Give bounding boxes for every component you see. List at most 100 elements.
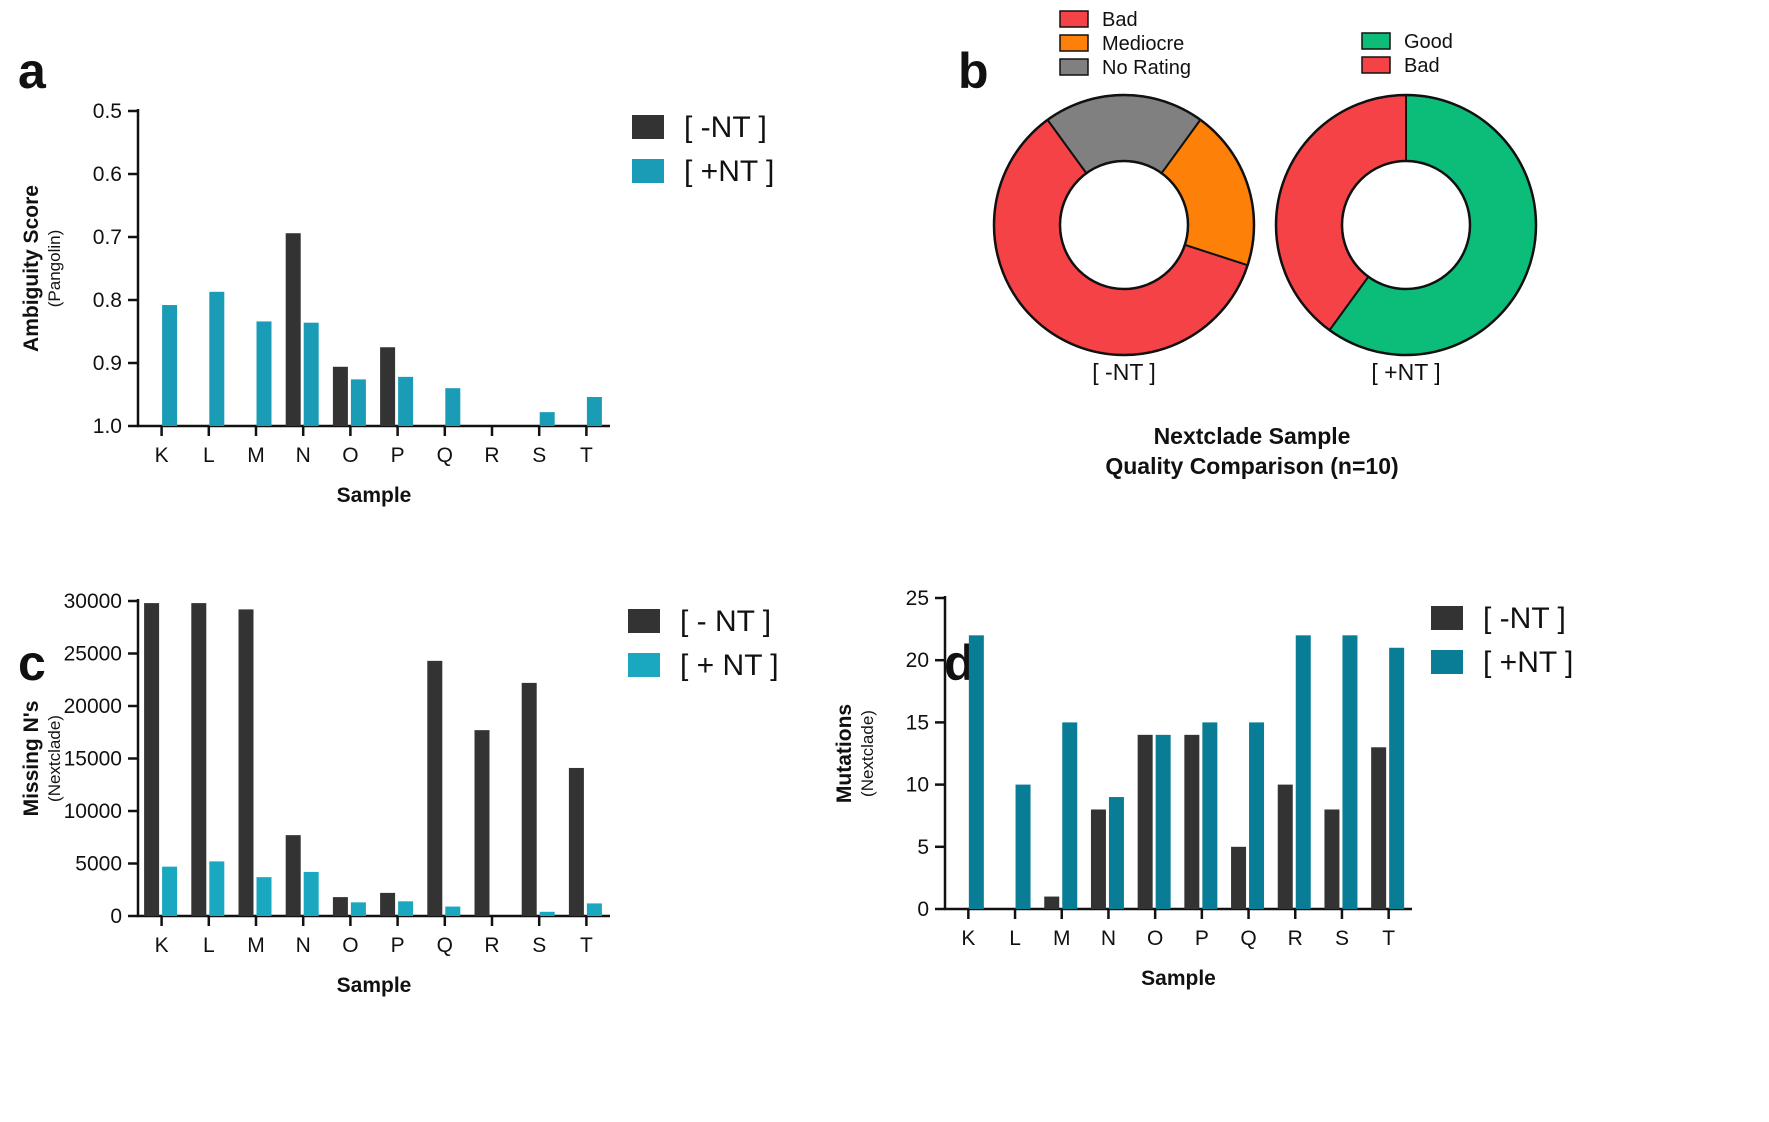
- x-tick-label: M: [247, 444, 265, 467]
- bar-minus-nt: [1277, 784, 1293, 909]
- bar-plus-nt: [1108, 797, 1124, 909]
- donut-hole: [1058, 159, 1190, 291]
- chart-title: Nextclade Sample: [1154, 423, 1351, 449]
- bar-minus-nt: [568, 767, 584, 916]
- x-tick-label: P: [1195, 927, 1209, 950]
- x-tick-label: K: [155, 934, 169, 957]
- x-tick-label: L: [1009, 927, 1021, 950]
- legend-swatch: [1361, 32, 1391, 50]
- panel-letter-a: a: [18, 43, 47, 99]
- legend-label: [ - NT ]: [680, 605, 771, 638]
- y-tick-label: 20: [906, 649, 929, 672]
- x-tick-label: O: [342, 934, 358, 957]
- bar-plus-nt: [256, 321, 272, 426]
- panel-letter-c: c: [18, 635, 46, 691]
- bar-plus-nt: [968, 635, 984, 909]
- bar-plus-nt: [586, 903, 602, 916]
- bar-minus-nt: [1324, 809, 1340, 909]
- legend-swatch: [628, 653, 660, 677]
- y-axis-title: Missing N's: [20, 701, 43, 817]
- y-axis-title: Mutations: [833, 704, 856, 803]
- bar-plus-nt: [1389, 647, 1405, 909]
- bar-plus-nt: [1249, 722, 1265, 909]
- bar-minus-nt: [332, 366, 348, 426]
- x-tick-label: K: [155, 444, 169, 467]
- x-tick-label: K: [961, 927, 975, 950]
- bar-plus-nt: [539, 911, 555, 916]
- bar-plus-nt: [1342, 635, 1358, 909]
- bar-plus-nt: [303, 322, 319, 426]
- bar-plus-nt: [209, 291, 225, 426]
- donut-outer-ring: [992, 93, 1256, 357]
- y-tick-label: 5: [917, 836, 929, 859]
- bar-minus-nt: [238, 609, 254, 916]
- x-tick-label: T: [580, 934, 593, 957]
- legend-swatch: [632, 115, 664, 139]
- legend-label: [ +NT ]: [684, 155, 774, 188]
- x-tick-label: M: [1053, 927, 1071, 950]
- bar-minus-nt: [191, 603, 207, 916]
- y-tick-label: 5000: [75, 853, 122, 876]
- bar-plus-nt: [350, 379, 366, 426]
- x-tick-label: N: [296, 934, 311, 957]
- x-tick-label: S: [1335, 927, 1349, 950]
- legend-label: No Rating: [1102, 57, 1191, 79]
- legend-swatch: [1361, 56, 1391, 74]
- bar-plus-nt: [398, 901, 414, 916]
- y-tick-label: 10: [906, 774, 929, 797]
- bar-plus-nt: [350, 902, 366, 916]
- donut-label: [ +NT ]: [1371, 359, 1440, 385]
- bar-plus-nt: [1155, 734, 1171, 909]
- donut-outer-ring: [1274, 93, 1538, 357]
- legend-swatch: [1431, 606, 1463, 630]
- legend-swatch: [1059, 58, 1089, 76]
- bar-minus-nt: [521, 682, 537, 916]
- bar-minus-nt: [1044, 896, 1060, 909]
- bar-plus-nt: [162, 305, 178, 426]
- bar-plus-nt: [445, 906, 461, 916]
- bar-minus-nt: [474, 730, 490, 916]
- y-axis-subtitle: (Nextclade): [858, 710, 877, 797]
- x-tick-label: R: [484, 444, 499, 467]
- bar-plus-nt: [1202, 722, 1218, 909]
- x-tick-label: T: [580, 444, 593, 467]
- bar-minus-nt: [1371, 747, 1387, 909]
- x-tick-label: M: [247, 934, 265, 957]
- y-tick-label: 0.8: [93, 289, 122, 312]
- y-tick-label: 0: [917, 898, 929, 921]
- x-tick-label: S: [532, 444, 546, 467]
- bar-minus-nt: [1231, 846, 1247, 909]
- y-axis-subtitle: (Nextclade): [45, 715, 64, 802]
- x-tick-label: L: [203, 934, 215, 957]
- bar-plus-nt: [1062, 722, 1078, 909]
- legend-swatch: [632, 159, 664, 183]
- x-tick-label: T: [1382, 927, 1395, 950]
- panel-c-bar-chart: 0 5000 10000 15000 20000 25000 30000 K L M N O P Q R S T…: [20, 590, 779, 997]
- legend-swatch: [1431, 650, 1463, 674]
- y-tick-label: 25: [906, 587, 929, 610]
- legend-label: Good: [1404, 31, 1453, 53]
- y-axis-title: Ambiguity Score: [20, 185, 43, 352]
- donut-hole: [1340, 159, 1472, 291]
- legend-label: Mediocre: [1102, 33, 1184, 55]
- y-tick-label: 0.6: [93, 163, 122, 186]
- bar-minus-nt: [1137, 734, 1153, 909]
- bar-minus-nt: [1090, 809, 1106, 909]
- panel-letter-b: b: [958, 43, 989, 99]
- bar-minus-nt: [332, 897, 348, 916]
- x-tick-label: R: [1288, 927, 1303, 950]
- y-tick-label: 0.5: [93, 100, 122, 123]
- legend-swatch: [1059, 34, 1089, 52]
- bar-plus-nt: [1295, 635, 1311, 909]
- donut-label: [ -NT ]: [1092, 359, 1155, 385]
- x-tick-label: Q: [1240, 927, 1256, 950]
- y-tick-label: 0: [110, 905, 122, 928]
- bar-plus-nt: [209, 861, 225, 916]
- y-axis-subtitle: (Pangolin): [45, 230, 64, 308]
- bar-plus-nt: [303, 871, 319, 916]
- bar-plus-nt: [398, 376, 414, 426]
- bar-plus-nt: [1015, 784, 1031, 909]
- legend-swatch: [628, 609, 660, 633]
